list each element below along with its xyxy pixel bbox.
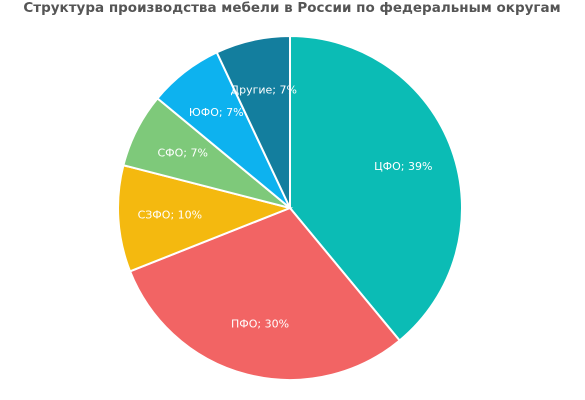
pie-slice xyxy=(289,34,463,342)
data-label: СЗФО; 10% xyxy=(138,209,203,222)
pie-slice xyxy=(128,206,402,381)
pie-slice xyxy=(117,164,294,273)
data-label: ЦФО; 39% xyxy=(374,160,432,173)
pie-slice xyxy=(215,34,291,209)
data-label: ПФО; 30% xyxy=(231,318,289,331)
data-label: ЮФО; 7% xyxy=(189,106,244,119)
chart-title: Структура производства мебели в России п… xyxy=(23,0,560,16)
data-label: СФО; 7% xyxy=(157,146,207,159)
data-label: Другие; 7% xyxy=(231,83,297,96)
